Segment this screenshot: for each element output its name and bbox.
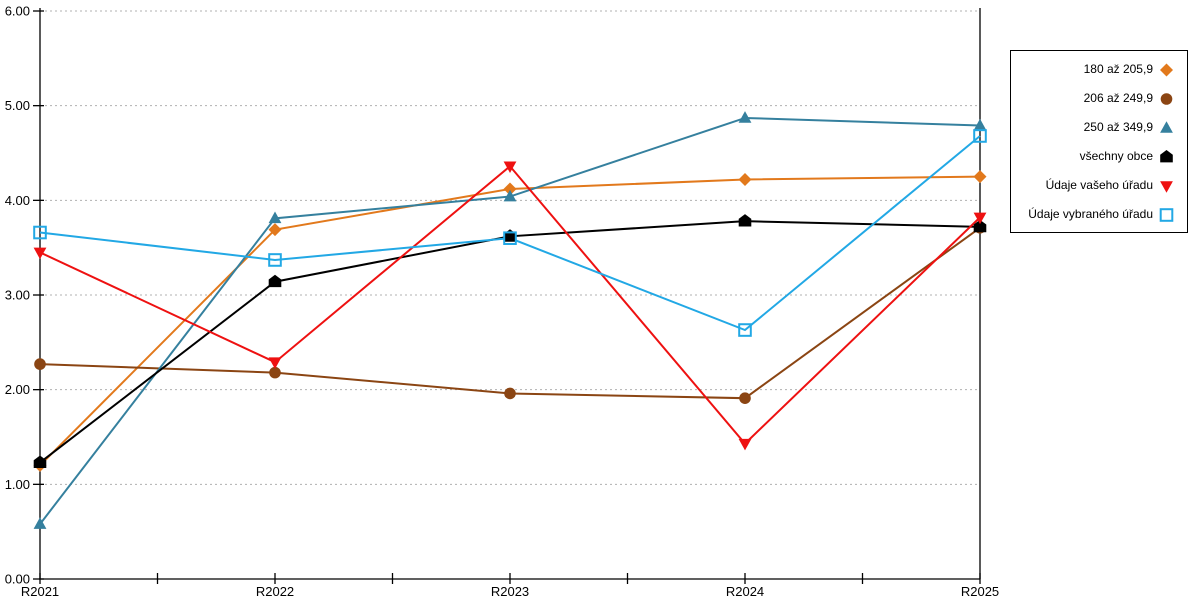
marker-triangle-down <box>33 247 47 260</box>
marker-triangle-down <box>973 212 987 225</box>
legend-item-0: 180 až 205,9 <box>1011 55 1175 84</box>
marker-square-open <box>33 225 47 240</box>
marker-triangle-down <box>738 438 752 451</box>
legend: 180 až 205,9 206 až 249,9 250 až 349,9 všec… <box>1010 50 1188 233</box>
marker-triangle-down <box>268 357 282 370</box>
marker-diamond <box>738 173 752 187</box>
marker-diamond <box>973 170 987 184</box>
legend-label: Údaje vybraného úřadu <box>1028 207 1153 221</box>
x-tick-label: R2024 <box>726 584 764 599</box>
x-tick-label: R2023 <box>491 584 529 599</box>
y-tick-label: 0.00 <box>5 572 30 587</box>
legend-label: 206 až 249,9 <box>1083 91 1153 105</box>
marker-circle <box>269 366 281 379</box>
marker-triangle-up <box>503 189 517 202</box>
marker-square-open <box>738 323 752 337</box>
legend-circle-icon <box>1160 92 1173 105</box>
marker-square-open <box>973 129 987 143</box>
y-tick-label: 5.00 <box>5 98 30 113</box>
x-tick-label: R2022 <box>256 584 294 599</box>
y-tick-label: 1.00 <box>5 477 30 492</box>
legend-square-open-icon <box>1159 207 1174 222</box>
marker-circle <box>34 358 46 370</box>
y-tick-label: 2.00 <box>5 382 30 397</box>
marker-pentagon <box>33 455 47 468</box>
legend-item-4: Údaje vašeho úřadu <box>1011 171 1175 200</box>
marker-triangle-up <box>1160 120 1173 133</box>
marker-diamond <box>1160 63 1173 76</box>
legend-item-1: 206 až 249,9 <box>1011 84 1175 113</box>
legend-diamond-icon <box>1160 63 1173 76</box>
legend-label: 180 až 205,9 <box>1083 62 1153 76</box>
legend-item-2: 250 až 349,9 <box>1011 113 1175 142</box>
legend-pentagon-icon <box>1160 149 1173 162</box>
legend-label: Údaje vašeho úřadu <box>1045 178 1153 192</box>
y-tick-label: 3.00 <box>5 288 30 303</box>
x-tick-label: R2021 <box>21 584 59 599</box>
series-line-4 <box>39 164 981 446</box>
x-tick-label: R2025 <box>961 584 999 599</box>
y-tick-label: 6.00 <box>5 4 30 19</box>
marker-circle <box>1160 92 1173 105</box>
marker-pentagon <box>268 274 282 288</box>
marker-pentagon <box>1160 149 1173 162</box>
marker-triangle-up <box>973 118 987 131</box>
marker-triangle-up <box>268 211 282 224</box>
marker-square-open <box>503 231 517 245</box>
marker-diamond <box>268 223 282 237</box>
marker-circle <box>739 392 751 404</box>
marker-triangle-down <box>1160 180 1173 193</box>
marker-pentagon <box>738 214 752 227</box>
legend-triangle-up-icon <box>1160 120 1173 133</box>
y-tick-label: 4.00 <box>5 193 30 208</box>
marker-triangle-up <box>738 111 752 123</box>
marker-square-open <box>268 253 282 267</box>
marker-triangle-up <box>33 517 47 529</box>
marker-pentagon <box>503 229 517 242</box>
legend-label: 250 až 349,9 <box>1083 120 1153 134</box>
legend-item-5: Údaje vybraného úřadu <box>1011 200 1175 229</box>
legend-item-3: všechny obce <box>1011 142 1175 171</box>
marker-pentagon <box>973 219 987 233</box>
marker-square-open <box>1159 207 1174 222</box>
legend-label: všechny obce <box>1079 149 1153 163</box>
marker-circle <box>504 387 516 400</box>
marker-diamond <box>503 182 517 196</box>
marker-triangle-down <box>503 161 517 174</box>
legend-triangle-down-icon <box>1160 180 1173 193</box>
series-line-0 <box>39 175 981 467</box>
